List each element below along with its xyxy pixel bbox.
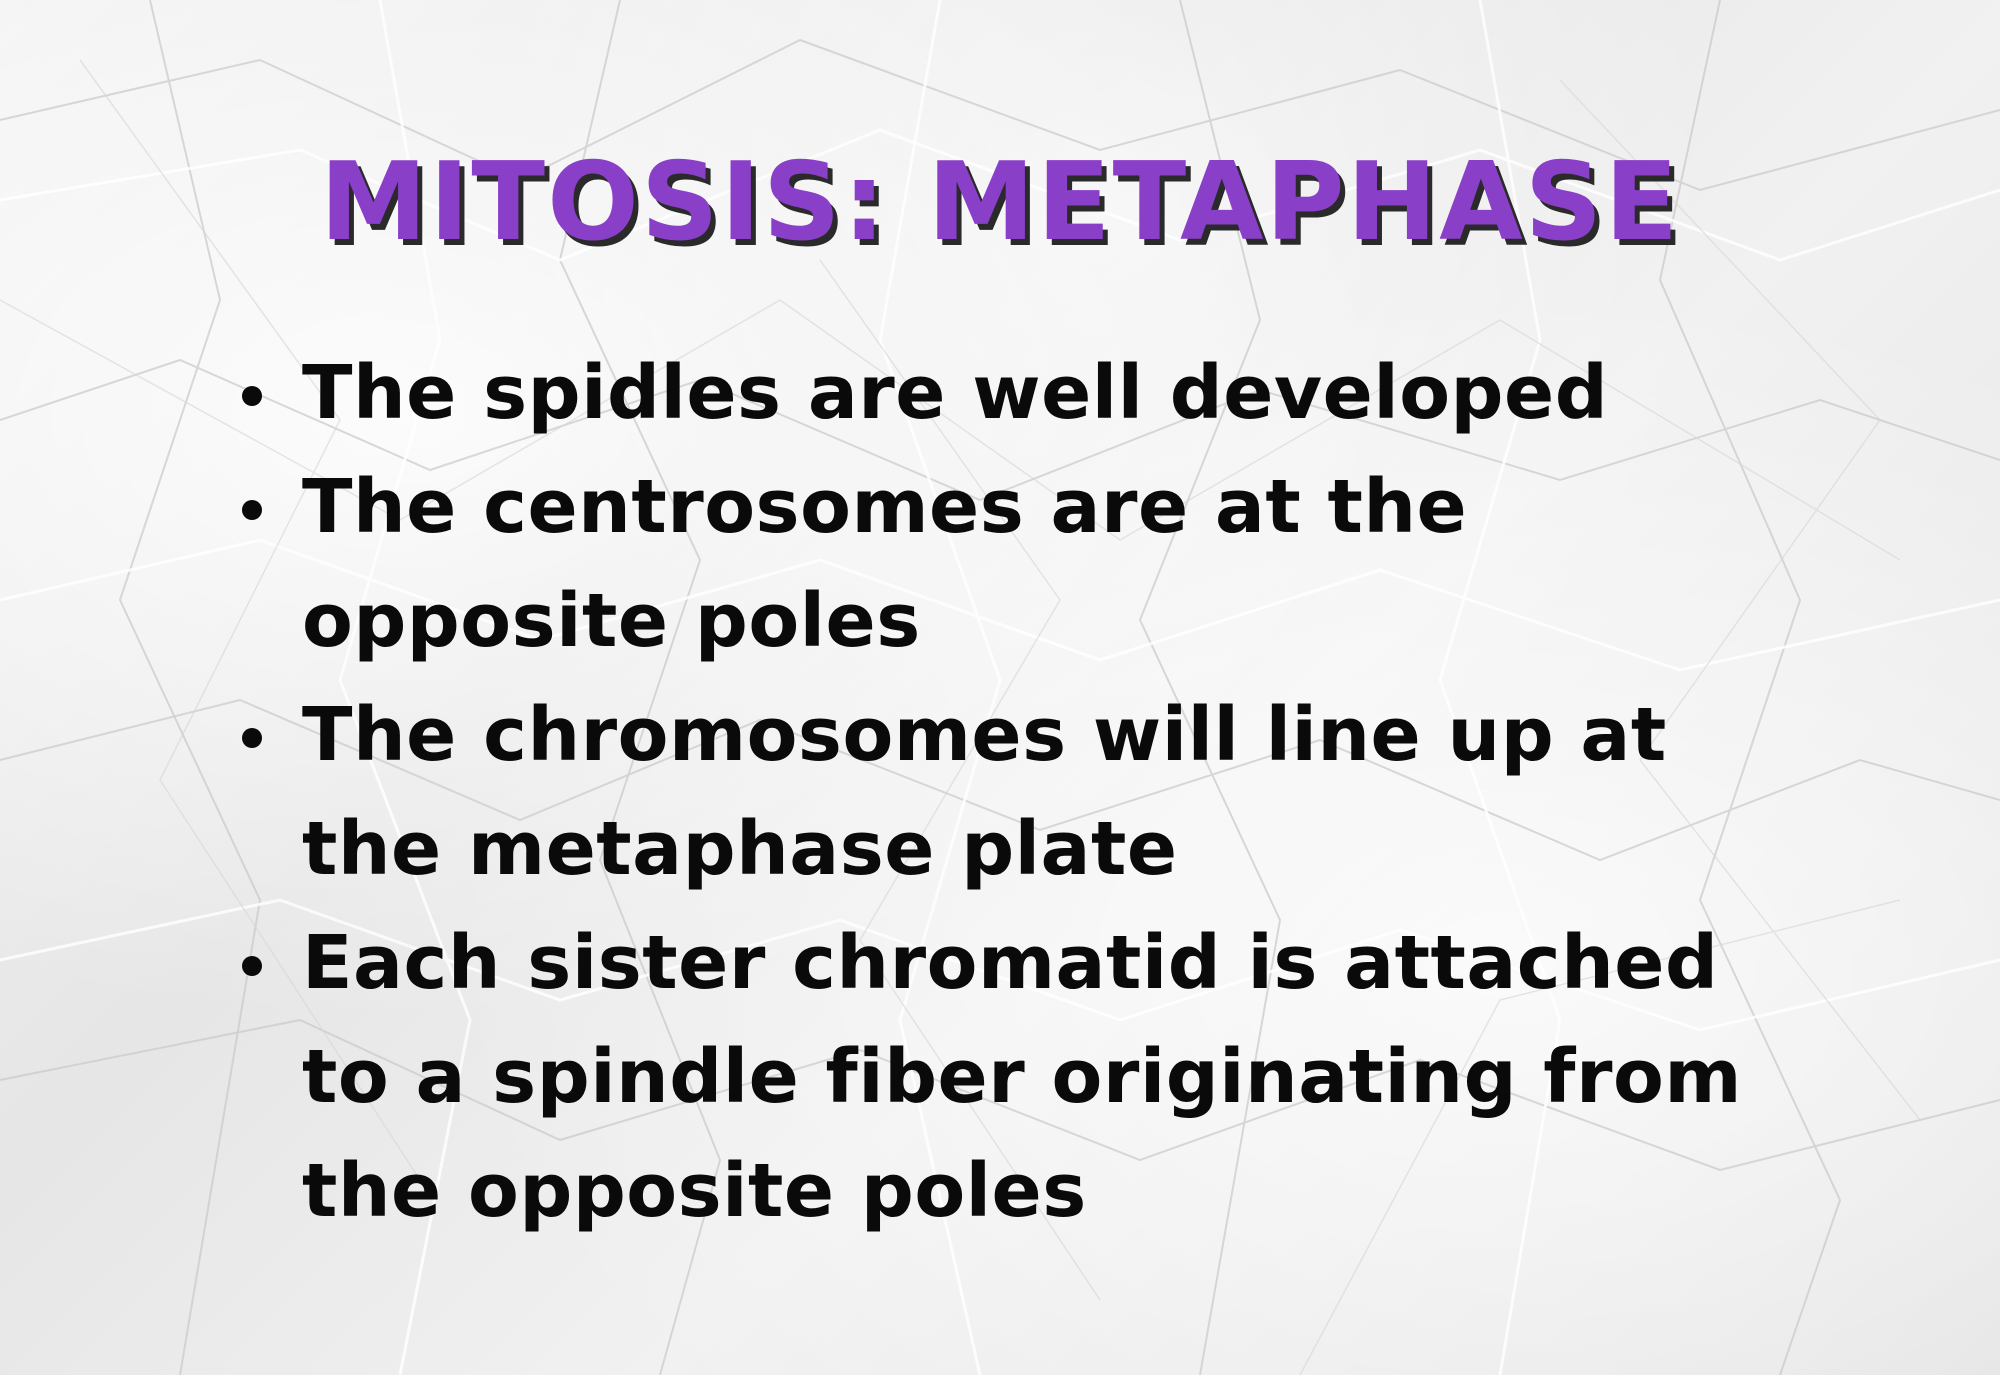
slide-title: MITOSIS: METAPHASE — [319, 140, 1681, 265]
bullet-dot-icon — [242, 500, 262, 520]
bullet-item: Each sister chromatid is attached to a s… — [238, 906, 1798, 1248]
bullet-item: The spidles are well developed — [238, 336, 1798, 450]
bullet-item: The chromosomes will line up at the meta… — [238, 678, 1798, 906]
bullet-dot-icon — [242, 956, 262, 976]
bullet-dot-icon — [242, 386, 262, 406]
bullet-text: The spidles are well developed — [302, 350, 1609, 436]
bullet-list: The spidles are well developed The centr… — [238, 336, 1798, 1248]
bullet-text: The centrosomes are at the opposite pole… — [302, 464, 1468, 664]
bullet-dot-icon — [242, 728, 262, 748]
bullet-text: The chromosomes will line up at the meta… — [302, 692, 1667, 892]
bullet-text: Each sister chromatid is attached to a s… — [302, 920, 1742, 1234]
bullet-item: The centrosomes are at the opposite pole… — [238, 450, 1798, 678]
